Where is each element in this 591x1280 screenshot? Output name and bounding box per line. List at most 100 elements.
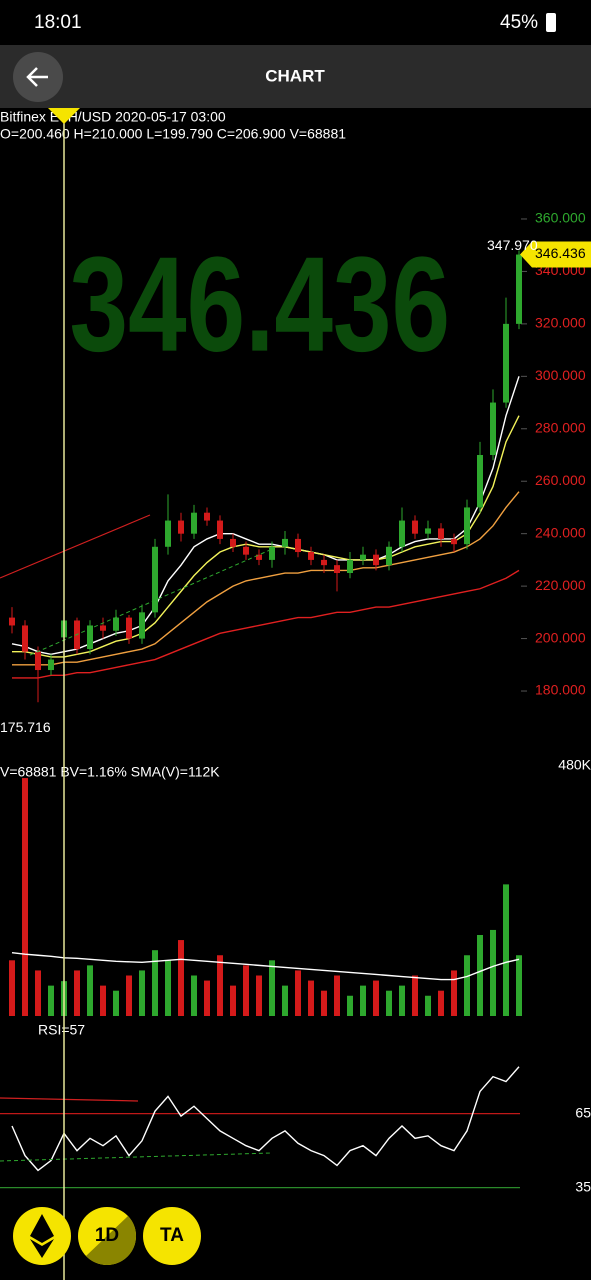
ta-button[interactable] xyxy=(143,1207,201,1265)
volume-bar xyxy=(438,990,444,1016)
candle-body xyxy=(503,323,509,403)
y-tick-label: 35 xyxy=(575,1178,591,1194)
candle-body xyxy=(256,554,262,560)
candle-body xyxy=(100,625,106,631)
candle-body xyxy=(282,538,288,547)
volume-bar xyxy=(321,990,327,1016)
y-tick-label: 280.000 xyxy=(535,419,586,435)
y-tick-label: 360.000 xyxy=(535,210,586,226)
chart-symbol: Bitfinex ETH/USD 2020-05-17 03:00 xyxy=(0,109,226,125)
volume-readout: V=68881 BV=1.16% SMA(V)=112K xyxy=(0,764,220,780)
ta-label: TA xyxy=(160,1225,184,1246)
y-tick-label: 240.000 xyxy=(535,524,586,540)
last-price-label: 346.436 xyxy=(535,245,586,261)
volume-bar xyxy=(386,990,392,1016)
candle-body xyxy=(490,402,496,455)
volume-bar xyxy=(373,980,379,1016)
trend-line xyxy=(0,514,151,579)
eth-icon xyxy=(30,1214,54,1258)
y-tick-label: 320.000 xyxy=(535,315,586,331)
candle-body xyxy=(477,455,483,508)
candle-body xyxy=(269,546,275,560)
y-tick-label: 180.000 xyxy=(535,682,586,698)
volume-bar xyxy=(74,970,80,1016)
volume-bar xyxy=(464,955,470,1016)
volume-bar xyxy=(516,955,522,1016)
volume-bar xyxy=(347,995,353,1016)
moving-average xyxy=(12,569,520,679)
volume-sma xyxy=(11,952,520,981)
candle-body xyxy=(425,528,431,534)
volume-bar xyxy=(334,975,340,1016)
candle-body xyxy=(243,546,249,555)
volume-bar xyxy=(22,778,28,1016)
y-tick-label: 65 xyxy=(575,1104,591,1120)
volume-bar xyxy=(490,929,496,1016)
volume-bar xyxy=(152,950,158,1016)
candle-body xyxy=(412,520,418,534)
volume-bar xyxy=(282,985,288,1016)
y-tick-label: 220.000 xyxy=(535,577,586,593)
candle-body xyxy=(165,520,171,547)
clock: 18:01 xyxy=(34,12,82,33)
candle-body xyxy=(22,625,28,652)
candle-body xyxy=(334,565,340,574)
candle-body xyxy=(230,538,236,547)
moving-average xyxy=(11,376,520,656)
candle-body xyxy=(347,559,353,574)
moving-average xyxy=(12,491,520,666)
volume-bar xyxy=(477,935,483,1016)
chart-area: 346.436 180.000 200.000 220.000 240.000 260.… xyxy=(0,210,591,1194)
candle-body xyxy=(139,612,145,639)
app-bar xyxy=(0,45,591,108)
volume-bar xyxy=(308,980,314,1016)
volume-bar xyxy=(217,955,223,1016)
trend-line xyxy=(29,549,271,656)
high-label: 347.970 xyxy=(487,237,538,253)
ohlc-readout: O=200.460 H=210.000 L=199.790 C=206.900 … xyxy=(0,126,346,142)
status-bar xyxy=(0,0,591,45)
volume-bar xyxy=(295,970,301,1016)
candle-body xyxy=(152,546,158,613)
volume-bar xyxy=(113,990,119,1016)
candle-body xyxy=(126,617,132,639)
volume-bar xyxy=(100,985,106,1016)
volume-bar xyxy=(399,985,405,1016)
volume-bar xyxy=(503,884,509,1016)
low-label: 175.716 xyxy=(0,719,51,735)
price-watermark: 346.436 xyxy=(70,228,451,380)
candle-body xyxy=(373,554,379,566)
rsi-trend-line xyxy=(0,1152,273,1162)
volume-bar xyxy=(425,995,431,1016)
candle-body xyxy=(399,520,405,547)
last-price-tag xyxy=(520,241,591,268)
battery-level: 45% xyxy=(500,12,538,33)
volume-bar xyxy=(191,975,197,1016)
back-arrow xyxy=(26,67,48,87)
volume-bar xyxy=(126,975,132,1016)
volume-bar xyxy=(9,960,15,1016)
volume-bar xyxy=(204,980,210,1016)
candle-body xyxy=(360,554,366,560)
moving-average xyxy=(12,415,520,658)
volume-bar xyxy=(243,965,249,1016)
interval-button-shade xyxy=(86,1216,136,1265)
crosshair-handle[interactable] xyxy=(48,108,80,124)
candle-body xyxy=(178,520,184,534)
candle-body xyxy=(438,528,444,539)
candle-body xyxy=(204,512,210,521)
volume-bar xyxy=(35,970,41,1016)
rsi-readout: RSI=57 xyxy=(38,1022,85,1038)
rsi-line xyxy=(11,1066,520,1172)
rsi-trend-line xyxy=(0,1097,139,1102)
volume-bar xyxy=(412,975,418,1016)
candle-body xyxy=(217,520,223,539)
candle-body xyxy=(35,651,41,671)
candle-body xyxy=(386,546,392,566)
y-tick-label: 480K xyxy=(558,757,591,773)
volume-bar xyxy=(230,985,236,1016)
volume-bar xyxy=(48,985,54,1016)
candle-body xyxy=(308,552,314,560)
volume-bar xyxy=(87,965,93,1016)
